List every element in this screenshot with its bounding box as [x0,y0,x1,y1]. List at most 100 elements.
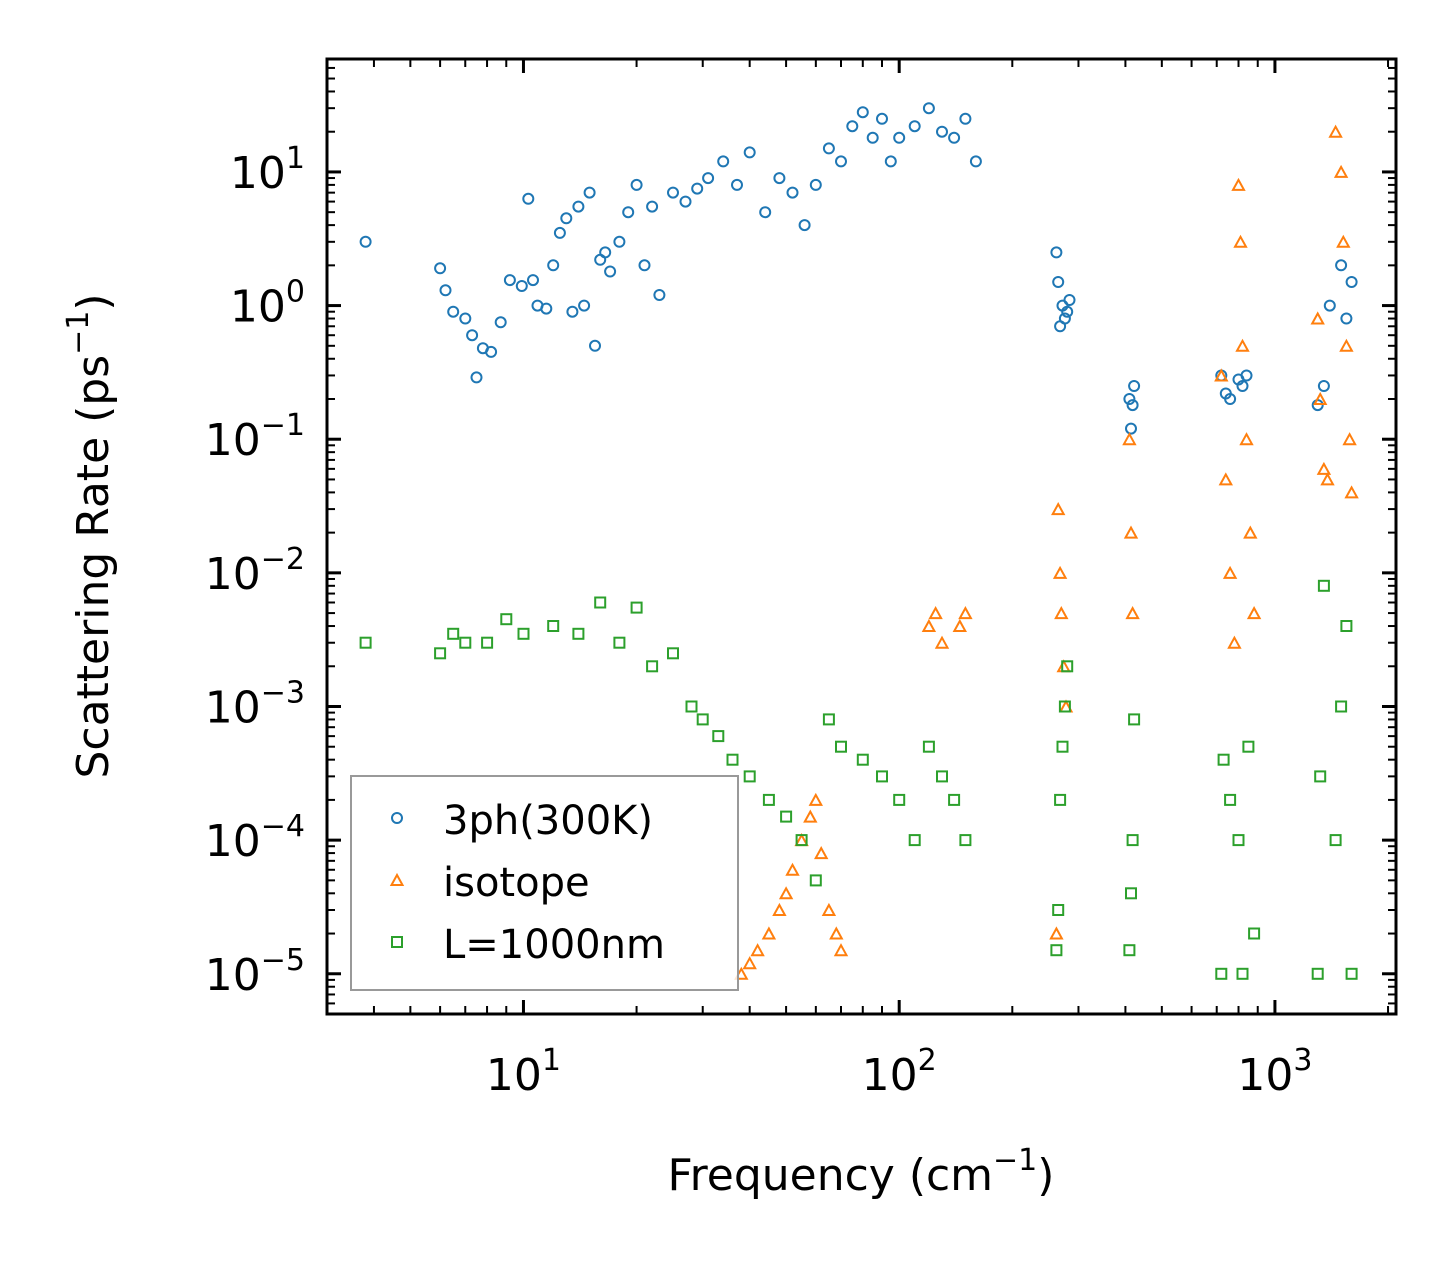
data-point [517,627,530,640]
data-point [835,740,847,753]
data-point [485,345,498,358]
data-point [1125,606,1140,620]
series-2 [359,579,1358,980]
data-point [1054,606,1069,620]
data-point [936,770,948,783]
data-point [893,131,906,144]
data-point [1342,432,1357,446]
data-point [798,219,811,232]
data-point [934,635,950,649]
series-0 [359,102,1358,435]
data-point [1122,432,1137,446]
data-point [1224,793,1237,806]
data-point [1345,967,1358,980]
data-point [1063,294,1076,306]
data-point [459,312,472,325]
data-point [1233,234,1248,248]
data-points [359,102,1359,980]
data-point [1310,311,1325,325]
data-point [696,713,709,726]
data-point [1051,502,1066,516]
data-point [1248,927,1261,940]
data-point [1333,164,1349,178]
data-point [1061,305,1074,318]
data-point [778,886,794,900]
data-point [560,212,573,225]
data-point [1232,834,1245,847]
data-point [821,902,837,916]
data-point [1314,770,1327,783]
data-point [1217,753,1230,766]
data-point [1336,234,1351,248]
data-point [1054,793,1067,806]
data-point [470,371,483,384]
data-point [773,172,786,185]
data-point [667,186,679,199]
data-point [958,606,973,620]
data-point [1239,432,1254,446]
data-point [866,131,879,144]
data-point [613,636,626,649]
data-point [702,172,715,185]
data-point [691,182,704,195]
data-point [928,606,943,620]
data-point [547,259,560,272]
data-point [750,943,765,957]
legend-box [350,775,739,991]
data-point [808,792,823,806]
data-point [1052,276,1065,288]
data-point [604,265,617,278]
data-point [1243,525,1258,539]
data-point [922,740,935,753]
data-point [835,155,847,168]
data-point [434,262,447,275]
data-point [1050,246,1063,259]
data-point [717,155,730,168]
data-point [1052,904,1065,916]
data-point [809,874,822,887]
data-point [1335,259,1348,272]
data-point [447,305,460,318]
data-point [1222,565,1238,579]
data-point [1128,713,1141,726]
data-point [1317,380,1330,392]
data-point [527,274,539,287]
x-tick-label: 101 [486,1043,561,1101]
data-point [1311,967,1324,980]
data-point [630,601,643,614]
data-point [1240,369,1253,382]
data-point [1340,620,1353,632]
data-point [1126,399,1139,412]
tick-labels: 101 102 103 101 100 10−1 10−2 10−3 10−4 10−5 [205,141,1313,1101]
data-point [1126,834,1139,847]
data-point [856,106,869,119]
data-point [959,112,972,125]
data-point [762,793,775,806]
data-point [622,206,635,219]
y-axis-label: Scattering Rate (ps−1) [61,293,119,778]
data-point [578,299,591,312]
data-point [572,627,585,640]
data-point [515,280,528,292]
data-point [1242,740,1255,753]
data-point [553,226,566,239]
data-point [1328,124,1343,138]
data-point [822,713,835,726]
data-point [679,195,692,208]
data-point [743,770,756,783]
data-point [712,730,725,743]
data-point [759,206,772,219]
y-tick-label: 10−1 [205,408,305,466]
data-point [653,289,666,301]
data-point [613,235,626,248]
data-point [969,155,982,168]
data-point [359,235,372,248]
data-point [1049,926,1064,940]
data-point [1345,276,1358,288]
y-tick-label: 10−5 [205,943,305,1001]
legend-label-L1000nm: L=1000nm [443,922,665,968]
data-point [809,178,822,191]
data-point [1218,472,1233,486]
